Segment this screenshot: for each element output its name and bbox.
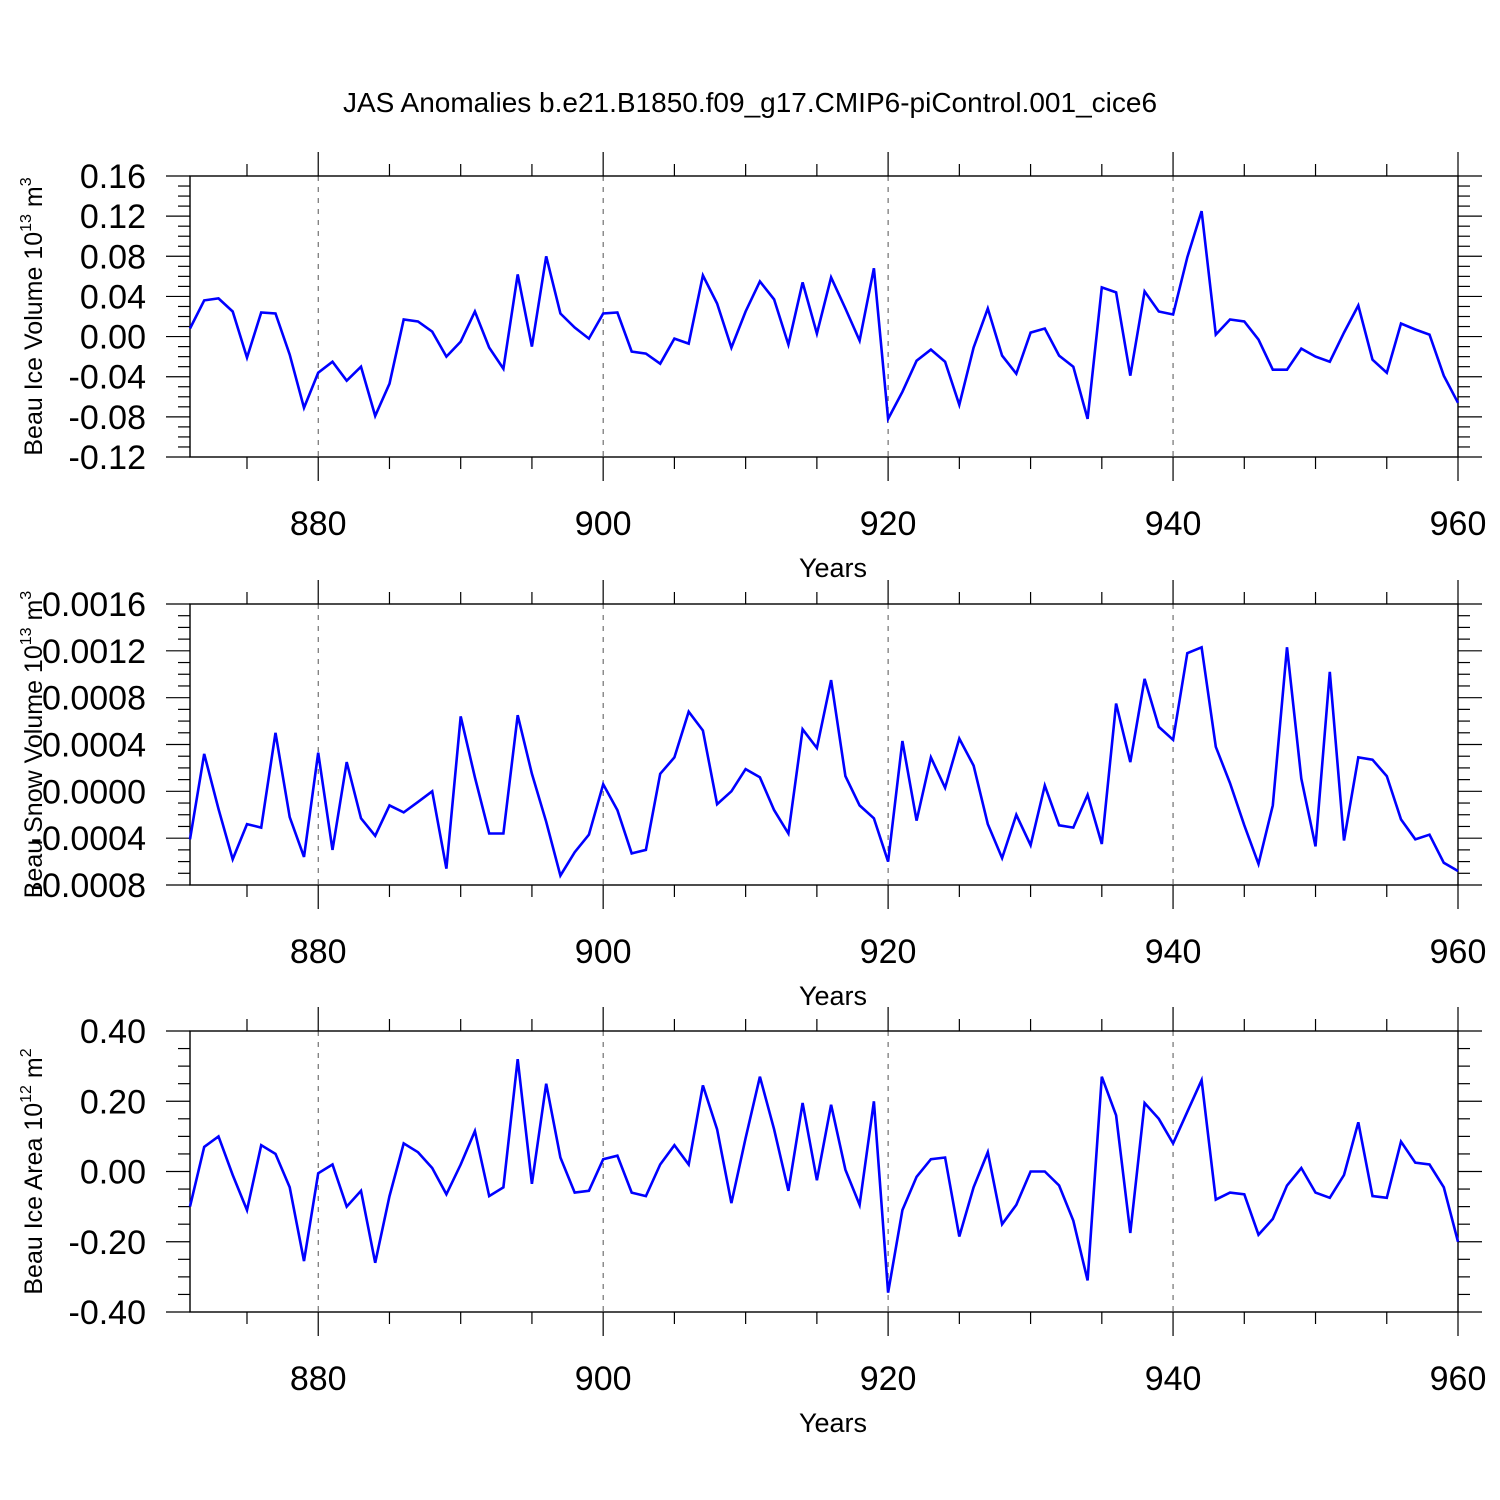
x-axis-label: Years	[799, 981, 867, 1011]
y-tick-label: 0.0016	[42, 586, 146, 624]
x-tick-label: 960	[1430, 933, 1487, 971]
x-tick-label: 940	[1145, 1360, 1202, 1398]
y-axis-label-main: Beau Snow Volume 10	[20, 645, 48, 898]
y-axis-label-unit: m	[20, 600, 48, 628]
y-axis-label-unit: m	[20, 1057, 48, 1085]
y-tick-label: -0.20	[69, 1224, 147, 1262]
y-tick-label: 0.20	[80, 1083, 146, 1121]
x-tick-label: 940	[1145, 933, 1202, 971]
x-tick-label: 880	[290, 505, 347, 543]
x-tick-label: 900	[575, 933, 632, 971]
series-line	[188, 645, 1459, 879]
y-axis-label: Beau Ice Area 1012 m2	[18, 1048, 48, 1294]
y-axis-label: Beau Ice Volume 1013 m3	[18, 177, 48, 455]
y-tick-label: 0.08	[80, 238, 146, 276]
plot-frame	[189, 603, 1459, 886]
series-line	[188, 1058, 1460, 1293]
chart-panel-3: 880 900 920 940 960 -0.40 -0.20 0.00 0.20 0.40 Yea…	[18, 1007, 1486, 1438]
x-axis-label: Years	[799, 553, 867, 583]
x-tick-label: 880	[290, 1360, 347, 1398]
y-axis-label-main: Beau Ice Volume 10	[20, 232, 48, 456]
x-tick-label: 920	[860, 1360, 917, 1398]
x-tick-label: 920	[860, 933, 917, 971]
y-axis-label-exp: 12	[18, 1085, 35, 1103]
y-axis-label: Beau Snow Volume 1013 m3	[18, 591, 48, 899]
y-axis-label-unit: m	[20, 186, 48, 214]
x-tick-label: 920	[860, 505, 917, 543]
x-tick-label: 880	[290, 933, 347, 971]
x-tick-label: 900	[575, 1360, 632, 1398]
y-axis-label-unit-exp: 3	[18, 591, 35, 600]
series-line	[188, 210, 1460, 424]
y-axis-label-unit-exp: 2	[18, 1048, 35, 1057]
x-tick-label: 960	[1430, 505, 1487, 543]
y-tick-label: 0.0000	[42, 773, 146, 811]
x-tick-label: 960	[1430, 1360, 1487, 1398]
x-axis-label: Years	[799, 1408, 867, 1438]
y-tick-label: 0.12	[80, 198, 146, 236]
y-tick-label: 0.0012	[42, 633, 146, 671]
y-axis-label-unit-exp: 3	[18, 177, 35, 186]
panels: 880 900 920 940 960-0.12-0.08-0.040.000.040.…	[18, 152, 1486, 1438]
y-tick-label: -0.0004	[31, 820, 146, 858]
plot-frame	[189, 175, 1459, 458]
y-tick-label: 0.00	[80, 1154, 146, 1192]
chart-panel-2: 880 900 920 940 960 -0.0008 -0.0004 0.0000 0.000…	[18, 580, 1486, 1011]
y-tick-label: -0.40	[69, 1294, 147, 1332]
y-tick-label: -0.08	[69, 399, 147, 437]
y-tick-label: 0.04	[80, 278, 146, 316]
y-tick-label: 0.40	[80, 1013, 146, 1051]
chart-panel-1: 880 900 920 940 960-0.12-0.08-0.040.000.040.…	[18, 152, 1486, 583]
y-tick-label: -0.04	[69, 359, 147, 397]
figure-title: JAS Anomalies b.e21.B1850.f09_g17.CMIP6-…	[343, 87, 1157, 118]
y-axis-label-exp: 13	[18, 214, 35, 232]
y-tick-label: 0.00	[80, 319, 146, 357]
y-tick-label: -0.0008	[31, 867, 146, 905]
x-tick-label: 940	[1145, 505, 1202, 543]
y-tick-label: 0.0008	[42, 680, 146, 718]
y-tick-label: -0.12	[69, 439, 147, 477]
plot-frame	[189, 1030, 1459, 1313]
y-tick-label: 0.16	[80, 158, 146, 196]
y-axis-label-main: Beau Ice Area 10	[20, 1103, 48, 1295]
x-tick-label: 900	[575, 505, 632, 543]
y-tick-label: 0.0004	[42, 727, 146, 765]
y-axis-label-exp: 13	[18, 627, 35, 645]
